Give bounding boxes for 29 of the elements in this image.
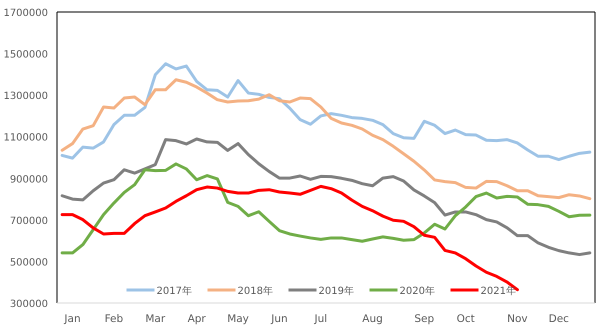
legend-label: 2018年 [238,285,273,297]
y-tick-label: 1300000 [3,91,48,102]
legend-label: 2019年 [318,285,354,297]
y-tick-label: 1100000 [3,132,48,144]
line-series [60,138,592,256]
x-tick-label: Jan [63,313,81,325]
legend-label: 2020年 [400,285,435,297]
x-tick-label: Sep [414,313,435,325]
x-tick-label: Aug [362,313,383,325]
y-tick-label: 1700000 [3,8,48,19]
x-tick-label: Feb [104,313,124,325]
line-series [60,162,592,254]
y-tick-label: 300000 [10,299,48,310]
y-tick-label: 1500000 [3,50,48,61]
line-series [60,78,592,200]
y-tick-label: 900000 [10,174,48,186]
x-tick-label: Apr [188,313,206,325]
x-tick-label: Dec [548,313,570,325]
legend-label: 2017年 [156,285,192,297]
y-tick-label: 700000 [10,216,48,227]
x-tick-label: Jul [313,313,328,325]
line-series [60,62,592,162]
x-tick-label: Jun [270,313,288,325]
legend-label: 2021年 [480,285,516,297]
x-tick-label: Oct [456,313,475,325]
x-tick-label: Nov [507,313,528,325]
y-tick-label: 500000 [10,257,48,268]
x-tick-label: May [227,313,249,325]
x-tick-label: Mar [145,313,166,325]
